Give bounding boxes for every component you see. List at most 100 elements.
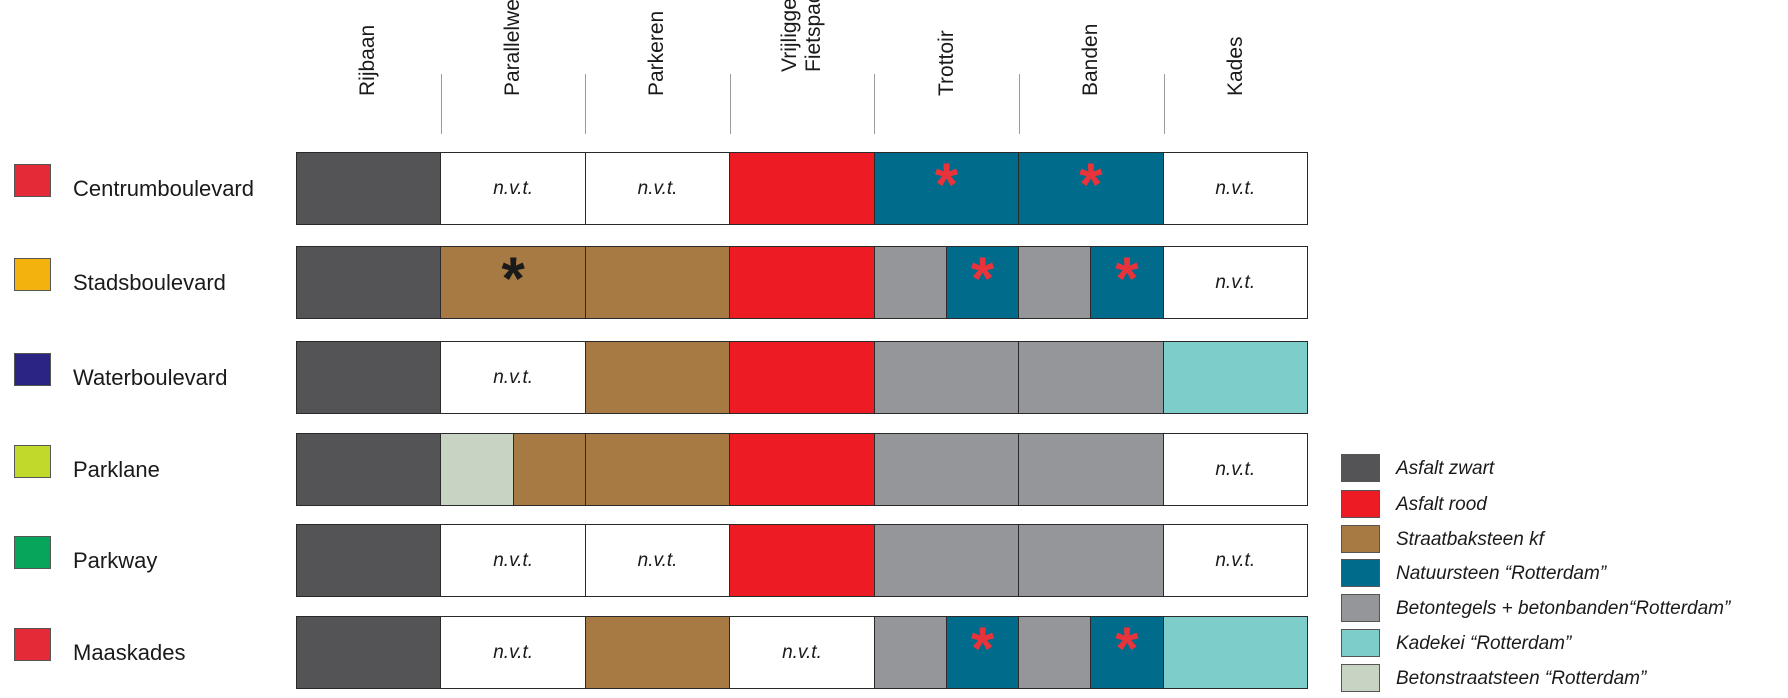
material-cell: n.v.t. — [729, 617, 874, 688]
material-segment — [297, 247, 441, 318]
category-label: Maaskades — [73, 640, 186, 665]
material-segment: n.v.t. — [1163, 153, 1307, 224]
material-cell: * — [1018, 151, 1163, 224]
material-segment — [874, 617, 946, 688]
not-applicable-label: n.v.t. — [1215, 177, 1256, 199]
material-cell: * — [873, 151, 1019, 224]
material-segment — [297, 342, 441, 413]
asterisk-icon: * — [1115, 615, 1139, 682]
column-header: Parallelweg — [441, 0, 586, 120]
not-applicable-label: n.v.t. — [493, 549, 534, 571]
material-segment: * — [1090, 245, 1163, 318]
category-color-swatch — [14, 536, 51, 569]
material-segment — [1163, 617, 1307, 688]
material-segment — [874, 525, 1019, 596]
material-cell: n.v.t. — [1162, 247, 1307, 318]
category-color-swatch — [14, 353, 51, 386]
category-material-row: n.v.t. n.v.t. n.v.t. — [296, 524, 1308, 597]
not-applicable-label: n.v.t. — [493, 366, 534, 388]
material-segment — [730, 525, 874, 596]
material-cell — [729, 153, 874, 224]
legend-label: Betontegels + betonbanden“Rotterdam” — [1396, 598, 1731, 619]
material-cell — [584, 617, 730, 688]
not-applicable-label: n.v.t. — [1215, 549, 1256, 571]
column-header-label: Trottoir — [934, 30, 958, 96]
material-cell — [584, 342, 730, 413]
material-cell — [297, 342, 441, 413]
not-applicable-label: n.v.t. — [1215, 458, 1256, 480]
material-segment — [585, 342, 730, 413]
material-cell — [584, 434, 730, 505]
category-label: Waterboulevard — [73, 365, 228, 390]
not-applicable-label: n.v.t. — [637, 549, 678, 571]
material-segment: n.v.t. — [441, 617, 585, 688]
category-color-swatch — [14, 445, 51, 478]
material-segment: * — [1019, 151, 1163, 224]
column-separator — [729, 74, 731, 134]
material-cell — [584, 247, 730, 318]
category-label: Parkway — [73, 548, 158, 573]
material-cell — [297, 434, 441, 505]
asterisk-icon: * — [934, 151, 959, 218]
material-segment: n.v.t. — [1163, 434, 1307, 505]
legend-label: Natuursteen “Rotterdam” — [1396, 563, 1607, 584]
material-segment: * — [874, 151, 1019, 224]
material-segment: * — [441, 247, 585, 318]
material-segment: n.v.t. — [730, 617, 874, 688]
asterisk-icon: * — [1115, 245, 1139, 312]
material-segment — [1019, 342, 1163, 413]
asterisk-icon: * — [1079, 151, 1103, 218]
category-material-row: n.v.t. — [296, 341, 1308, 414]
material-segment — [874, 247, 946, 318]
material-cell — [1162, 617, 1307, 688]
material-cell — [1162, 342, 1307, 413]
material-segment — [730, 342, 874, 413]
material-cell: * — [1018, 615, 1163, 688]
column-header: Kades — [1164, 0, 1309, 120]
category-color-swatch — [14, 258, 51, 291]
not-applicable-label: n.v.t. — [1215, 271, 1256, 293]
material-segment — [730, 434, 874, 505]
not-applicable-label: n.v.t. — [493, 177, 534, 199]
legend-label: Asfalt zwart — [1396, 458, 1495, 479]
column-header-label: Parkeren — [645, 10, 669, 96]
column-header: Trottoir — [874, 0, 1019, 120]
material-segment — [297, 525, 441, 596]
legend-label: Kadekei “Rotterdam” — [1396, 633, 1572, 654]
material-segment — [1019, 525, 1163, 596]
category-label: Stadsboulevard — [73, 270, 226, 295]
material-segment: n.v.t. — [1163, 525, 1307, 596]
material-cell — [1018, 434, 1163, 505]
material-segment — [1019, 617, 1091, 688]
column-header-label: Banden — [1079, 23, 1103, 96]
material-cell — [297, 247, 441, 318]
category-label: Parklane — [73, 457, 160, 482]
material-cell: n.v.t. — [1162, 525, 1307, 596]
material-cell — [440, 434, 585, 505]
column-separator — [585, 74, 587, 134]
column-separator — [1019, 74, 1020, 134]
material-cell: n.v.t. — [440, 525, 585, 596]
material-segment: n.v.t. — [441, 525, 585, 596]
column-separator — [1163, 74, 1165, 134]
category-material-row: n.v.t. n.v.t. * * n.v.t. — [296, 152, 1308, 225]
legend-swatch — [1341, 559, 1380, 587]
category-material-row: n.v.t. n.v.t. * * — [296, 616, 1308, 689]
column-header-label: Kades — [1223, 36, 1247, 96]
material-cell: n.v.t. — [440, 617, 585, 688]
material-segment: n.v.t. — [441, 342, 585, 413]
legend-swatch — [1341, 525, 1380, 553]
material-cell — [873, 525, 1019, 596]
legend-label: Betonstraatsteen “Rotterdam” — [1396, 668, 1647, 689]
legend-swatch — [1341, 490, 1380, 518]
column-header: Rijbaan — [296, 0, 441, 120]
material-segment: n.v.t. — [585, 525, 730, 596]
column-header: Parkeren — [585, 0, 730, 120]
column-header-label: Parallelweg — [500, 0, 524, 96]
material-segment: * — [1090, 615, 1163, 688]
material-cell: n.v.t. — [584, 153, 730, 224]
category-color-swatch — [14, 164, 51, 197]
material-segment — [730, 153, 874, 224]
material-cell — [729, 342, 874, 413]
not-applicable-label: n.v.t. — [493, 641, 534, 663]
